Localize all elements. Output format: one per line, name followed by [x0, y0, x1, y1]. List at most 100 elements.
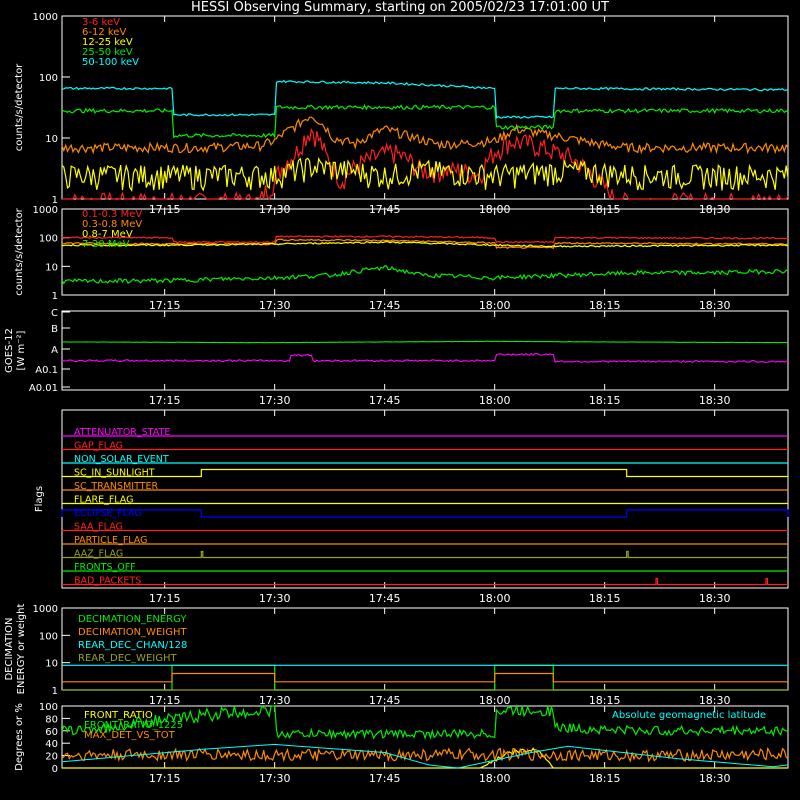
low_energy-ytick-label: 100 — [39, 73, 58, 84]
ratios-series-3 — [61, 743, 789, 769]
decimation-ytick-label: 1 — [52, 686, 58, 697]
flags-xtick-label: 17:45 — [369, 592, 401, 605]
ratios-xtick-label: 17:30 — [259, 772, 291, 785]
goes-xtick-label: 17:45 — [369, 394, 401, 407]
decimation-ytick-label: 1000 — [33, 604, 58, 615]
high_energy-ylabel: counts/s/detector — [14, 207, 25, 295]
low_energy-legend-2: 12-25 keV — [82, 37, 133, 48]
high_energy-xtick-label: 18:15 — [589, 299, 621, 312]
high_energy-series-0 — [61, 235, 789, 244]
goes-ytick-label: A0.01 — [29, 383, 58, 394]
ratios-legend-0: FRONT_RATIO — [84, 710, 153, 721]
goes-xtick-label: 18:00 — [479, 394, 511, 407]
low_energy-legend-1: 6-12 keV — [82, 27, 126, 38]
ratios-ylabel: Degrees or % — [14, 703, 25, 771]
flag-label-5: FLARE_FLAG — [74, 495, 134, 506]
high_energy-xtick-label: 17:45 — [369, 299, 401, 312]
high_energy-legend-0: 0.1-0.3 MeV — [82, 209, 142, 220]
flag-line-6 — [61, 509, 789, 518]
low_energy-legend-4: 50-100 keV — [82, 57, 139, 68]
low_energy-series-2 — [61, 156, 789, 192]
flag-label-10: FRONTS_OFF — [74, 562, 136, 573]
low_energy-ylabel: counts/s/detector — [14, 63, 25, 151]
decimation-xtick-label: 17:30 — [259, 694, 291, 707]
decimation-xtick-label: 17:15 — [149, 694, 181, 707]
decimation-xtick-label: 17:45 — [369, 694, 401, 707]
ratios-legend-2: MAX_DET_VS_TOT — [84, 730, 176, 741]
high_energy-series-2 — [61, 240, 789, 248]
low_energy-series-0 — [62, 127, 789, 201]
decimation-xtick-label: 18:30 — [699, 694, 731, 707]
decimation-xtick-label: 18:15 — [589, 694, 621, 707]
ratios-ytick-label: 20 — [45, 752, 58, 763]
low_energy-ytick-label: 1000 — [33, 12, 58, 23]
flag-label-1: GAP_FLAG — [74, 441, 123, 452]
decimation-series-0 — [62, 664, 788, 691]
decimation-ytick-label: 100 — [39, 631, 58, 642]
high_energy-ytick-label: 10 — [45, 262, 58, 273]
ratios-note: Absolute geomagnetic latitude — [612, 710, 766, 721]
flag-label-4: SC_TRANSMITTER — [74, 481, 159, 492]
high_energy-frame — [61, 208, 789, 296]
decimation-legend-3: REAR_DEC_WEIGHT — [78, 653, 177, 664]
page-title: HESSI Observing Summary, starting on 200… — [191, 0, 609, 15]
high_energy-legend-2: 0.8-7 MeV — [82, 229, 133, 240]
ratios-legend-1: FRONT_RATIO_1225 — [84, 720, 183, 731]
flags-xtick-label: 18:30 — [699, 592, 731, 605]
low_energy-series-4 — [61, 79, 789, 120]
flag-label-2: NON_SOLAR_EVENT — [74, 454, 169, 465]
decimation-ylabel: DECIMATION — [4, 617, 15, 680]
low_energy-ytick-label: 1 — [52, 195, 58, 206]
ratios-ytick-label: 0 — [52, 764, 58, 775]
ratios-xtick-label: 18:15 — [589, 772, 621, 785]
ratios-series-0 — [62, 747, 788, 769]
high_energy-ytick-label: 100 — [39, 234, 58, 245]
decimation-ytick-label: 10 — [45, 659, 58, 670]
goes-xtick-label: 17:15 — [149, 394, 181, 407]
high_energy-xtick-label: 17:15 — [149, 299, 181, 312]
flag-label-8: PARTICLE_FLAG — [74, 535, 147, 546]
flags-xtick-label: 17:30 — [259, 592, 291, 605]
goes-ylabel: GOES-12 — [4, 328, 15, 373]
flag-label-0: ATTENUATOR_STATE — [74, 427, 170, 438]
low_energy-ytick-label: 10 — [45, 134, 58, 145]
flags-frame — [61, 409, 789, 589]
goes-ytick-label: A — [51, 345, 58, 356]
flag-line-9 — [62, 550, 788, 559]
high_energy-xtick-label: 18:00 — [479, 299, 511, 312]
goes-xtick-label: 18:15 — [589, 394, 621, 407]
goes-ylabel2: [W m⁻²] — [16, 330, 27, 370]
decimation-legend-1: DECIMATION_WEIGHT — [78, 627, 187, 638]
goes-ytick-label: A0.1 — [35, 365, 58, 376]
flag-label-3: SC_IN_SUNLIGHT — [74, 468, 155, 479]
flag-line-3 — [62, 468, 788, 478]
goes-series-0 — [61, 340, 789, 344]
goes-xtick-label: 17:30 — [259, 394, 291, 407]
decimation-ylabel2: ENERGY or weight — [16, 604, 27, 695]
low_energy-legend-0: 3-6 keV — [82, 17, 120, 28]
ratios-ytick-label: 40 — [45, 739, 58, 750]
ratios-xtick-label: 18:00 — [479, 772, 511, 785]
ratios-ytick-label: 60 — [45, 727, 58, 738]
decimation-legend-2: REAR_DEC_CHAN/128 — [78, 640, 187, 651]
flag-line-11 — [62, 577, 788, 586]
low_energy-frame — [61, 15, 789, 200]
flag-label-6: ECLIPSE_FLAG — [74, 508, 142, 519]
goes-xtick-label: 18:30 — [699, 394, 731, 407]
flag-label-9: AAZ_FLAG — [74, 549, 123, 560]
decimation-xtick-label: 18:00 — [479, 694, 511, 707]
flags-xtick-label: 18:15 — [589, 592, 621, 605]
goes-series-1 — [62, 352, 789, 364]
ratios-ytick-label: 80 — [45, 714, 58, 725]
decimation-series-1 — [62, 672, 788, 683]
high_energy-ytick-label: 1000 — [33, 205, 58, 216]
high_energy-legend-1: 0.3-0.8 MeV — [82, 219, 142, 230]
goes-frame — [61, 310, 789, 391]
high_energy-series-3 — [61, 265, 789, 285]
low_energy-legend-3: 25-50 keV — [82, 47, 133, 58]
ratios-ytick-label: 100 — [39, 702, 58, 713]
ratios-xtick-label: 18:30 — [699, 772, 731, 785]
flags-ylabel: Flags — [34, 486, 45, 512]
low_energy-series-3 — [61, 103, 789, 139]
